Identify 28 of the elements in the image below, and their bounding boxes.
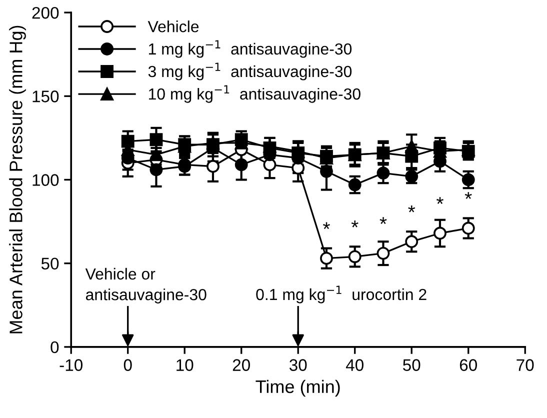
legend-label: 3 mg kg$^{−1}$ antisauvagine-30 xyxy=(148,62,352,80)
y-axis-title: Mean Arterial Blood Pressure (mm Hg) xyxy=(9,26,26,334)
legend-label: 1 mg kg$^{−1}$ antisauvagine-30 xyxy=(148,40,352,58)
x-tick-label: 20 xyxy=(232,359,250,371)
x-tick-label: 50 xyxy=(403,359,420,371)
x-tick-label: 30 xyxy=(289,359,307,371)
ref-line-label: Vehicle or antisauvagine-30 xyxy=(85,268,206,304)
annotation: * xyxy=(436,197,444,204)
x-tick-label: 70 xyxy=(516,359,534,371)
x-axis-title: Time (min) xyxy=(256,380,340,397)
annotation: * xyxy=(323,222,330,230)
y-tick-label: 50 xyxy=(41,258,59,270)
annotation: * xyxy=(408,205,416,212)
legend-label: 10 mg kg$^{−1}$ antisauvagine-30 xyxy=(148,85,360,103)
x-tick-label: 10 xyxy=(176,359,194,371)
ref-line-label: 0.1 mg kg$^{−1}$ urocortin 2 xyxy=(256,286,426,304)
x-tick-label: 40 xyxy=(346,359,364,371)
annotation: * xyxy=(380,217,387,224)
y-tick-label: 0 xyxy=(50,341,59,354)
x-tick-label: 60 xyxy=(460,359,477,371)
y-tick-label: 100 xyxy=(32,174,59,186)
x-tick-label: -10 xyxy=(60,359,83,371)
y-tick-label: 200 xyxy=(32,6,59,19)
annotation: * xyxy=(464,192,472,199)
legend-label: Vehicle xyxy=(148,20,199,32)
y-tick-label: 150 xyxy=(32,90,59,102)
x-tick-label: 0 xyxy=(124,359,132,371)
annotation: * xyxy=(351,220,358,228)
